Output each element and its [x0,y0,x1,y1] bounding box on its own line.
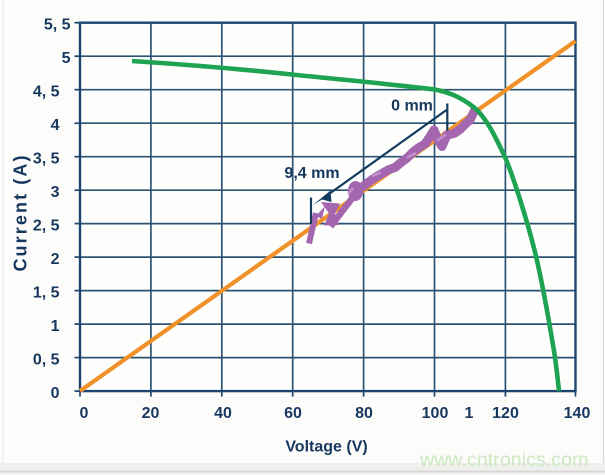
svg-text:0, 5: 0, 5 [33,352,60,369]
svg-text:120: 120 [492,405,519,422]
svg-text:4, 5: 4, 5 [33,84,60,101]
svg-text:1, 5: 1, 5 [33,285,60,302]
svg-text:80: 80 [355,405,373,422]
svg-text:60: 60 [284,405,302,422]
svg-text:100: 100 [422,405,449,422]
svg-text:0 mm: 0 mm [391,98,433,115]
svg-text:3, 5: 3, 5 [33,151,60,168]
svg-text:0: 0 [80,405,89,422]
svg-text:4: 4 [51,117,60,134]
svg-text:Current (A): Current (A) [11,153,31,271]
svg-text:www.cntronics.com: www.cntronics.com [419,449,588,471]
svg-text:40: 40 [214,405,232,422]
svg-text:5: 5 [62,50,71,67]
svg-text:0: 0 [51,385,60,402]
svg-text:140: 140 [564,405,591,422]
svg-text:Voltage (V): Voltage (V) [285,439,367,456]
svg-text:20: 20 [142,405,160,422]
svg-text:3: 3 [51,184,60,201]
svg-text:2: 2 [51,251,60,268]
svg-text:1: 1 [465,405,474,422]
svg-text:2, 5: 2, 5 [33,218,60,235]
svg-text:9,4 mm: 9,4 mm [284,165,339,182]
svg-text:1: 1 [51,318,60,335]
svg-text:5, 5: 5, 5 [44,17,71,34]
